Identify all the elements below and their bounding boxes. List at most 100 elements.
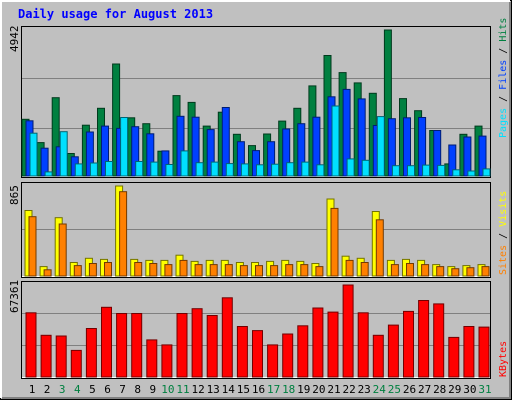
bar-pages-day-4 xyxy=(74,163,83,177)
bar-pages-day-6 xyxy=(105,161,113,177)
day-label-11: 11 xyxy=(176,383,189,396)
day-label-5: 5 xyxy=(89,383,96,396)
bar-sites-day-23 xyxy=(360,262,369,277)
bar-kbytes-day-6 xyxy=(101,306,112,378)
bar-pages-day-26 xyxy=(407,165,415,177)
day-label-1: 1 xyxy=(29,383,36,396)
bar-kbytes-day-13 xyxy=(206,315,218,378)
bar-sites-day-21 xyxy=(330,207,339,277)
bar-sites-day-5 xyxy=(88,263,97,277)
day-label-27: 27 xyxy=(418,383,431,396)
bar-sites-day-2 xyxy=(43,269,52,277)
legend-kbytes: KBytes xyxy=(498,341,509,377)
bar-sites-day-6 xyxy=(104,262,112,277)
bar-sites-day-10 xyxy=(164,264,173,277)
bar-kbytes-day-8 xyxy=(131,313,143,378)
bar-files-day-30 xyxy=(463,136,472,177)
bar-pages-day-10 xyxy=(165,164,174,177)
bar-pages-day-9 xyxy=(150,161,159,177)
bar-pages-day-11 xyxy=(180,150,189,177)
bar-kbytes-day-23 xyxy=(357,312,369,378)
bar-kbytes-day-2 xyxy=(40,334,52,378)
bar-sites-day-25 xyxy=(390,264,399,277)
bar-pages-day-5 xyxy=(89,162,98,177)
bar-pages-day-24 xyxy=(376,116,385,177)
chart-title: Daily usage for August 2013 xyxy=(18,7,213,21)
bar-kbytes-day-11 xyxy=(176,313,188,378)
legend-hits: Hits xyxy=(498,18,509,42)
bar-sites-day-27 xyxy=(421,264,430,277)
bar-sites-day-22 xyxy=(345,259,354,277)
bar-pages-day-21 xyxy=(331,105,340,177)
bar-pages-day-25 xyxy=(391,165,400,177)
bar-pages-day-3 xyxy=(59,131,68,177)
bar-kbytes-day-16 xyxy=(252,330,263,378)
bar-sites-day-30 xyxy=(466,267,475,277)
bar-sites-day-26 xyxy=(406,263,414,277)
bar-pages-day-22 xyxy=(346,158,355,177)
bar-sites-day-4 xyxy=(73,265,82,277)
day-label-22: 22 xyxy=(342,383,355,396)
bar-kbytes-day-20 xyxy=(312,307,324,378)
bar-pages-day-16 xyxy=(256,164,264,177)
bar-sites-day-11 xyxy=(179,259,188,277)
legend-separator: / xyxy=(498,227,509,245)
bar-kbytes-day-31 xyxy=(478,326,490,378)
bar-pages-day-1 xyxy=(29,132,38,177)
kbytes-max-label: 67361 xyxy=(8,280,21,313)
bar-pages-day-31 xyxy=(482,168,491,177)
bar-sites-day-17 xyxy=(270,265,279,277)
day-label-7: 7 xyxy=(119,383,126,396)
bar-sites-day-29 xyxy=(451,268,460,277)
bar-kbytes-day-26 xyxy=(403,310,414,378)
bar-pages-day-20 xyxy=(316,164,325,177)
bar-kbytes-day-28 xyxy=(433,303,445,378)
day-label-20: 20 xyxy=(312,383,325,396)
bar-pages-day-27 xyxy=(422,164,431,177)
legend-pages-files-hits: Pages / Files / Hits xyxy=(498,18,509,138)
bar-kbytes-day-22 xyxy=(342,284,354,378)
bar-sites-day-28 xyxy=(436,266,445,277)
day-label-17: 17 xyxy=(267,383,280,396)
bar-pages-day-13 xyxy=(210,161,219,177)
bar-sites-day-1 xyxy=(28,216,37,277)
bar-pages-day-30 xyxy=(467,170,476,177)
bar-pages-day-23 xyxy=(361,159,370,177)
bar-kbytes-day-10 xyxy=(161,344,173,378)
day-label-8: 8 xyxy=(134,383,141,396)
hits-max-label: 4942 xyxy=(8,26,21,53)
bar-pages-day-14 xyxy=(225,163,234,177)
legend-separator: / xyxy=(498,42,509,60)
bar-kbytes-day-19 xyxy=(297,325,309,378)
bar-sites-day-9 xyxy=(149,263,158,277)
bar-kbytes-day-29 xyxy=(448,336,460,378)
day-label-30: 30 xyxy=(463,383,476,396)
day-label-13: 13 xyxy=(207,383,220,396)
bars xyxy=(21,29,491,378)
day-label-26: 26 xyxy=(403,383,416,396)
bar-kbytes-day-30 xyxy=(463,326,475,378)
bar-pages-day-17 xyxy=(271,163,280,177)
legend-sites: Sites xyxy=(498,245,509,275)
bar-sites-day-31 xyxy=(481,266,490,277)
bar-kbytes-day-7 xyxy=(116,313,128,378)
bar-pages-day-29 xyxy=(452,169,461,177)
day-label-29: 29 xyxy=(448,383,461,396)
bar-kbytes-day-18 xyxy=(282,333,294,378)
bar-kbytes-day-1 xyxy=(25,312,37,378)
bar-kbytes-day-17 xyxy=(267,344,279,378)
bar-pages-day-7 xyxy=(120,117,129,177)
day-label-9: 9 xyxy=(149,383,156,396)
bar-pages-day-28 xyxy=(437,164,446,177)
bar-sites-day-8 xyxy=(134,262,143,277)
bar-sites-day-7 xyxy=(119,191,128,277)
day-label-25: 25 xyxy=(388,383,401,396)
bar-pages-day-15 xyxy=(240,163,249,177)
day-label-16: 16 xyxy=(252,383,265,396)
day-label-21: 21 xyxy=(327,383,340,396)
day-label-12: 12 xyxy=(191,383,204,396)
bar-sites-day-15 xyxy=(239,265,248,277)
bar-kbytes-day-21 xyxy=(327,311,339,378)
